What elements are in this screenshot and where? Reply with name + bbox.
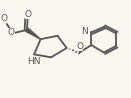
- Text: O: O: [76, 42, 83, 51]
- Text: O: O: [1, 14, 8, 23]
- Text: HN: HN: [27, 57, 40, 66]
- Text: O: O: [25, 10, 32, 19]
- Text: N: N: [81, 27, 88, 36]
- Text: O: O: [8, 28, 15, 37]
- Polygon shape: [25, 29, 41, 39]
